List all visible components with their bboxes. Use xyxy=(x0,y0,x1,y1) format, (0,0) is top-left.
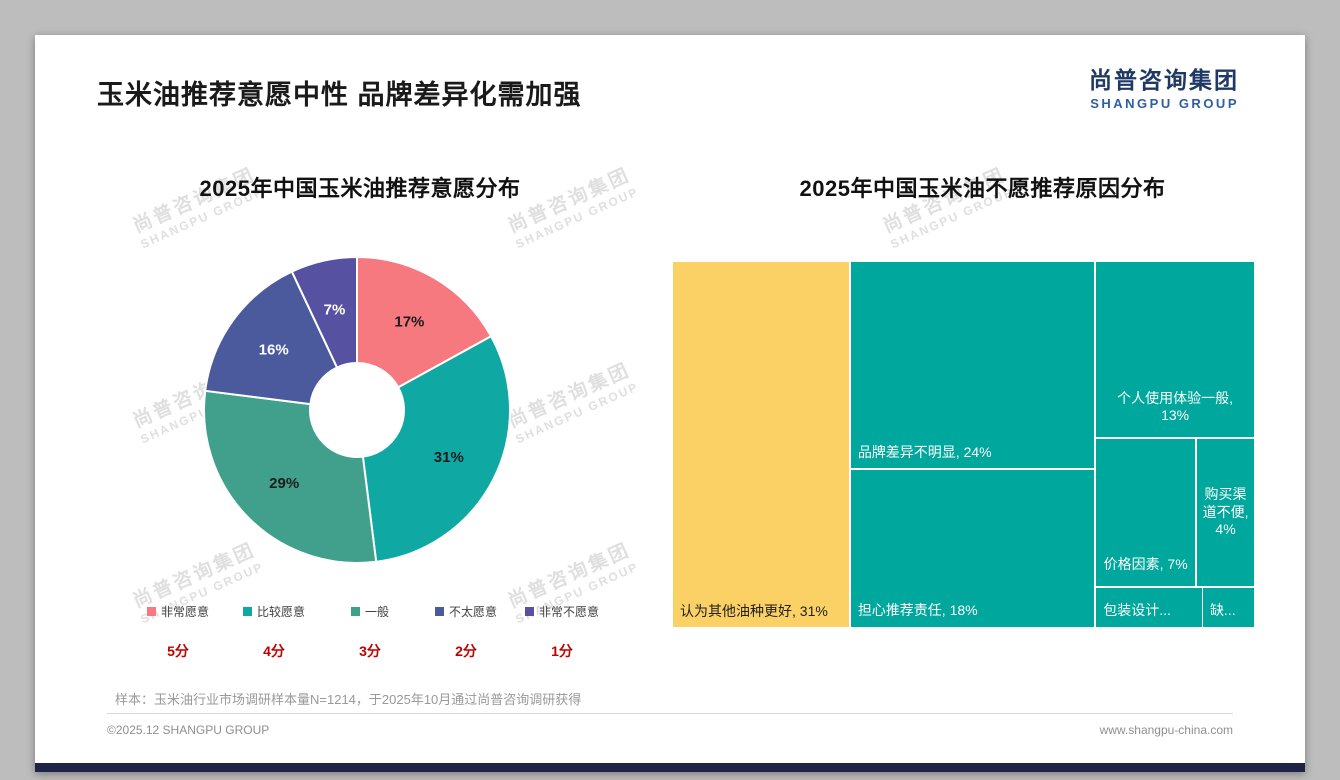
treemap-cell-1: 认为其他油种更好, 31% xyxy=(672,261,850,628)
donut-value-label: 17% xyxy=(394,313,424,330)
legend-label: 非常愿意 xyxy=(160,605,209,619)
legend-swatch xyxy=(524,607,534,616)
treemap-cell-3: 担心推荐责任, 18% xyxy=(849,469,1096,628)
legend-item-5: 非常不愿意 xyxy=(514,603,610,620)
donut-score-row: 5分 4分 3分 2分 1分 xyxy=(130,641,610,661)
legend-label: 比较愿意 xyxy=(256,605,305,619)
legend-item-4: 不太愿意 xyxy=(418,603,514,620)
sample-note: 样本：玉米油行业市场调研样本量N=1214，于2025年10月通过尚普咨询调研获… xyxy=(115,692,582,707)
legend-swatch xyxy=(350,607,360,616)
footer-website: www.shangpu-china.com xyxy=(1099,723,1233,737)
score-label-4: 2分 xyxy=(455,643,477,659)
score-label-1: 5分 xyxy=(167,643,189,659)
treemap-cell-label: 担心推荐责任, 18% xyxy=(857,602,978,619)
treemap-cell-label: 品牌差异不明显, 24% xyxy=(857,443,992,460)
logo-chinese-text: 尚普咨询集团 xyxy=(1089,67,1239,93)
legend-label: 一般 xyxy=(364,605,389,619)
legend-swatch xyxy=(434,607,444,616)
score-label-2: 4分 xyxy=(263,643,285,659)
treemap-cell-4: 个人使用体验一般, 13% xyxy=(1095,261,1255,438)
donut-slice-2 xyxy=(361,334,511,563)
page-title: 玉米油推荐意愿中性 品牌差异化需加强 xyxy=(97,80,582,110)
donut-chart-title: 2025年中国玉米油推荐意愿分布 xyxy=(199,176,521,201)
donut-chart: 17% 31% 29% 16% 7% xyxy=(203,255,511,564)
donut-value-label: 7% xyxy=(324,302,346,319)
treemap-chart-title: 2025年中国玉米油不愿推荐原因分布 xyxy=(799,176,1166,201)
donut-slice-3 xyxy=(203,389,378,564)
legend-label: 不太愿意 xyxy=(448,605,497,619)
footer-copyright: ©2025.12 SHANGPU GROUP xyxy=(107,723,270,737)
slide: 尚普咨询集团 SHANGPU GROUP 尚普咨询集团 SHANGPU GROUP 尚普… xyxy=(35,35,1305,772)
donut-slice-1 xyxy=(356,255,493,389)
treemap-cell-label: 购买渠道不便, 4% xyxy=(1202,486,1249,538)
treemap-cell-6: 购买渠道不便, 4% xyxy=(1196,437,1255,587)
legend-item-2: 比较愿意 xyxy=(226,603,322,620)
footer: ©2025.12 SHANGPU GROUP www.shangpu-china… xyxy=(107,713,1233,737)
donut-value-label: 16% xyxy=(259,342,289,359)
treemap-cell-label: 缺... xyxy=(1209,602,1236,619)
legend-item-1: 非常愿意 xyxy=(130,603,226,620)
donut-slice-5 xyxy=(290,255,358,369)
company-logo: 尚普咨询集团 SHANGPU GROUP xyxy=(1089,61,1239,111)
donut-value-label: 29% xyxy=(269,475,299,492)
legend-swatch xyxy=(242,607,252,616)
treemap-cell-7: 包装设计... xyxy=(1095,586,1203,628)
treemap-cell-label: 个人使用体验一般, 13% xyxy=(1117,389,1234,424)
donut-slice-4 xyxy=(204,270,339,406)
donut-legend: 非常愿意 比较愿意 一般 不太愿意 非常不愿意 xyxy=(130,603,610,620)
treemap-cell-label: 认为其他油种更好, 31% xyxy=(680,602,828,619)
treemap-cell-label: 包装设计... xyxy=(1103,602,1171,619)
legend-swatch xyxy=(146,607,156,616)
score-label-3: 3分 xyxy=(359,643,381,659)
legend-item-3: 一般 xyxy=(322,603,418,620)
treemap-chart: 认为其他油种更好, 31% 品牌差异不明显, 24% 担心推荐责任, 18% 个人使用… xyxy=(672,261,1255,628)
treemap-cell-2: 品牌差异不明显, 24% xyxy=(849,261,1096,470)
treemap-cell-label: 价格因素, 7% xyxy=(1103,556,1188,573)
legend-label: 非常不愿意 xyxy=(538,605,599,619)
treemap-cell-5: 价格因素, 7% xyxy=(1095,437,1197,587)
treemap-cell-8: 缺... xyxy=(1201,586,1255,628)
donut-value-label: 31% xyxy=(434,449,464,466)
logo-english-text: SHANGPU GROUP xyxy=(1090,96,1239,111)
score-label-5: 1分 xyxy=(551,643,573,659)
